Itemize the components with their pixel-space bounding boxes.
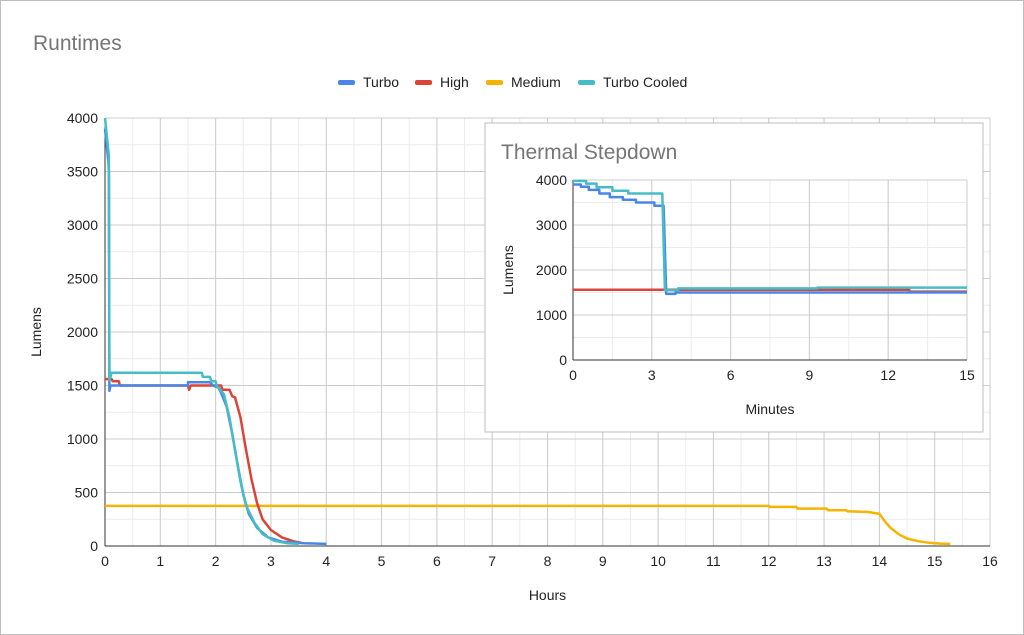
inset-x-tick-label: 6 — [727, 367, 735, 383]
legend-item-turbo-cooled[interactable]: Turbo Cooled — [578, 74, 687, 94]
chart-title: Runtimes — [33, 32, 122, 55]
main-y-tick-label: 4000 — [67, 110, 98, 126]
main-x-tick-label: 15 — [927, 553, 943, 569]
main-x-tick-label: 1 — [156, 553, 164, 569]
main-x-tick-label: 6 — [433, 553, 441, 569]
main-x-tick-label: 5 — [378, 553, 386, 569]
inset-y-tick-label: 1000 — [536, 307, 567, 323]
legend-swatch-medium — [486, 79, 503, 85]
main-y-tick-label: 2500 — [67, 271, 98, 287]
main-x-tick-label: 16 — [982, 553, 998, 569]
legend-label: Medium — [511, 74, 561, 90]
main-series-medium — [105, 504, 951, 546]
main-y-tick-label: 1500 — [67, 378, 98, 394]
main-x-tick-label: 2 — [212, 553, 220, 569]
inset-x-tick-label: 12 — [880, 367, 896, 383]
main-y-tick-label: 2000 — [67, 324, 98, 340]
main-y-tick-label: 3000 — [67, 217, 98, 233]
legend-item-high[interactable]: High — [415, 74, 469, 94]
inset-y-tick-label: 3000 — [536, 217, 567, 233]
inset-title: Thermal Stepdown — [501, 141, 677, 164]
inset-x-tick-label: 9 — [806, 367, 814, 383]
legend: Turbo High Medium Turbo Cooled — [0, 74, 1024, 94]
main-y-tick-label: 500 — [75, 485, 99, 501]
legend-swatch-high — [415, 79, 432, 85]
main-x-tick-label: 11 — [706, 553, 721, 569]
main-x-tick-label: 10 — [650, 553, 666, 569]
inset-x-tick-label: 3 — [648, 367, 656, 383]
inset-series-turbo-cooled — [573, 179, 967, 292]
main-x-axis-label: Hours — [529, 587, 566, 603]
inset-x-axis-label: Minutes — [745, 401, 794, 417]
inset-y-axis-label: Lumens — [500, 245, 516, 295]
legend-item-turbo[interactable]: Turbo — [338, 74, 399, 94]
main-y-tick-label: 0 — [90, 538, 98, 554]
inset-x-tick-label: 15 — [959, 367, 975, 383]
legend-swatch-turbo-cooled — [578, 79, 595, 85]
main-y-tick-label: 1000 — [67, 431, 98, 447]
main-x-tick-label: 9 — [599, 553, 607, 569]
main-x-tick-label: 12 — [761, 553, 777, 569]
main-x-tick-label: 8 — [544, 553, 552, 569]
main-y-tick-label: 3500 — [67, 164, 98, 180]
legend-item-medium[interactable]: Medium — [486, 74, 561, 94]
inset-panel — [484, 122, 984, 433]
inset-y-tick-label: 2000 — [536, 262, 567, 278]
inset-plot: 0 3 6 9 12 15 0 1000 2000 3000 4000 Minutes Lumens — [500, 172, 975, 417]
inset-y-tick-label: 4000 — [536, 172, 567, 188]
legend-label: Turbo — [363, 74, 400, 90]
legend-swatch-turbo — [338, 79, 355, 85]
inset-y-tick-label: 0 — [559, 352, 567, 368]
main-x-tick-label: 4 — [322, 553, 330, 569]
main-y-axis-label: Lumens — [28, 307, 44, 357]
main-x-tick-label: 14 — [872, 553, 888, 569]
inset-x-tick-label: 0 — [569, 367, 577, 383]
main-x-tick-label: 7 — [488, 553, 496, 569]
main-x-tick-label: 0 — [101, 553, 109, 569]
main-series-turbo-cooled — [103, 117, 299, 546]
legend-label: Turbo Cooled — [603, 74, 688, 90]
main-x-tick-label: 13 — [816, 553, 832, 569]
main-x-tick-label: 3 — [267, 553, 275, 569]
main-series-high — [105, 377, 302, 545]
legend-label: High — [440, 74, 469, 90]
